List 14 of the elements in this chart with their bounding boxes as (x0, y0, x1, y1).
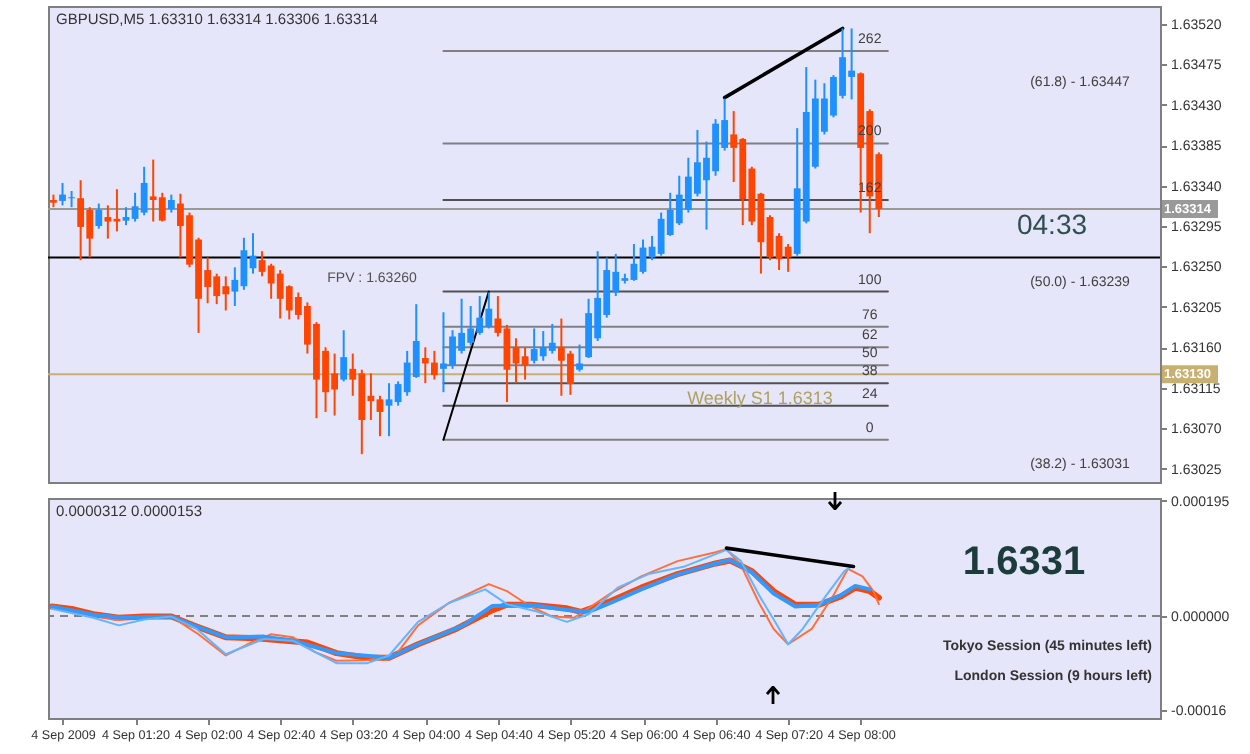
candlestick (140, 165, 148, 217)
candlestick (158, 191, 166, 223)
annotation: 1.6331 (962, 540, 1086, 584)
candlestick (95, 202, 103, 230)
candlestick (548, 322, 556, 355)
candlestick (340, 329, 348, 383)
candlestick (576, 343, 583, 373)
candlestick (77, 179, 85, 262)
candlestick (104, 204, 112, 240)
candlestick (430, 349, 438, 381)
annotation: Weekly S1 1.6313 (687, 388, 833, 408)
annotation: 04:33 (1016, 208, 1088, 240)
candlestick (421, 346, 429, 385)
candlestick (784, 243, 792, 273)
